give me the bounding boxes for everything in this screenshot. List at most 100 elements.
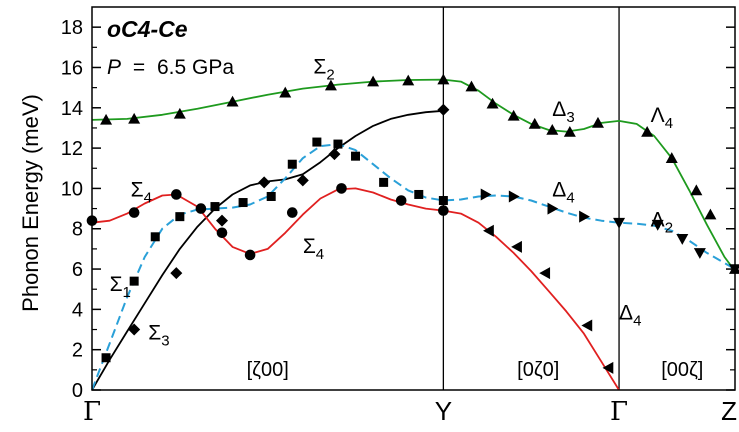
- y-tick-label: 16: [61, 57, 83, 79]
- branch-subscript: 2: [326, 67, 334, 84]
- data-point: [511, 240, 522, 253]
- data-point: [651, 219, 664, 231]
- data-point: [266, 191, 276, 201]
- data-point: [693, 248, 706, 259]
- branch-subscript: 4: [633, 312, 641, 329]
- data-point: [210, 202, 220, 212]
- data-point: [175, 212, 185, 222]
- data-point: [690, 184, 703, 196]
- data-point: [591, 116, 604, 128]
- data-point: [480, 188, 492, 201]
- data-point: [546, 123, 559, 135]
- symmetry-lines: [442, 7, 620, 390]
- dispersion-curves: [91, 78, 736, 391]
- branch-symbol: Λ: [651, 104, 665, 127]
- data-point: [238, 198, 248, 208]
- branch-symbol: Δ: [552, 178, 566, 201]
- data-point: [367, 75, 380, 87]
- data-point: [563, 125, 576, 137]
- data-point: [508, 190, 520, 203]
- pressure-equals: =: [133, 56, 145, 79]
- data-point: [244, 249, 256, 261]
- x-tick-label: Γ: [610, 397, 628, 427]
- segment-label: [ζ00]: [247, 359, 289, 381]
- data-point: [333, 139, 343, 149]
- segment-label: [0ζ0]: [517, 359, 559, 381]
- data-point: [579, 210, 590, 223]
- branch-subscript: 4: [566, 189, 574, 206]
- data-point: [173, 107, 186, 119]
- x-tick-label: Y: [435, 396, 452, 426]
- chart-title: oC4-Ce: [107, 16, 188, 42]
- data-point: [279, 86, 292, 98]
- dispersion-curve: [91, 109, 444, 391]
- data-point: [465, 80, 478, 92]
- branch-label: Σ4: [303, 235, 324, 263]
- y-tick-label: 0: [72, 380, 83, 402]
- data-point: [704, 208, 717, 220]
- data-point: [395, 195, 407, 206]
- data-point: [101, 353, 111, 363]
- data-point: [379, 177, 389, 187]
- branch-subscript: 3: [566, 109, 574, 126]
- data-point: [528, 117, 541, 129]
- dispersion-curve: [91, 143, 736, 391]
- pressure-value: 6.5 GPa: [157, 56, 234, 79]
- data-point: [286, 207, 298, 218]
- data-point: [402, 74, 415, 86]
- data-point: [665, 152, 678, 163]
- data-point: [128, 112, 141, 124]
- branch-subscript: 1: [123, 284, 131, 301]
- data-point: [195, 203, 207, 214]
- data-point: [226, 95, 239, 107]
- data-point: [581, 319, 593, 332]
- branch-label: Λ2: [651, 209, 673, 237]
- branch-symbol: Σ: [110, 273, 123, 296]
- branch-symbol: Δ: [552, 98, 566, 121]
- branch-label: Δ4: [619, 301, 641, 329]
- data-point: [216, 227, 228, 239]
- data-point: [128, 323, 141, 336]
- data-point: [328, 148, 341, 161]
- data-point: [312, 137, 322, 147]
- data-point: [602, 361, 614, 374]
- data-point: [129, 276, 139, 286]
- branch-symbol: Σ: [131, 178, 144, 201]
- branch-label: Σ1: [110, 273, 131, 301]
- data-point: [171, 189, 182, 200]
- y-axis-label: Phonon Energy (meV): [18, 94, 43, 312]
- branch-symbol: Λ: [651, 209, 665, 232]
- data-point: [438, 196, 448, 206]
- data-point: [324, 79, 337, 91]
- branch-label: Λ4: [651, 104, 673, 132]
- branch-label: Σ3: [148, 322, 169, 350]
- branch-label: Σ2: [313, 56, 334, 84]
- dispersion-curve: [91, 78, 736, 272]
- branch-label: Δ4: [552, 178, 574, 206]
- y-tick-label: 8: [72, 219, 83, 241]
- branch-subscript: 4: [316, 246, 324, 263]
- data-point: [296, 174, 309, 187]
- y-tick-label: 18: [61, 17, 83, 39]
- data-point: [336, 183, 347, 194]
- branch-subscript: 4: [144, 189, 152, 206]
- x-tick-label: Γ: [83, 397, 101, 427]
- data-point: [287, 159, 297, 169]
- y-tick-label: 12: [61, 138, 83, 160]
- branch-symbol: Σ: [303, 235, 316, 258]
- branch-subscript: 2: [665, 220, 673, 237]
- pressure-variable: P: [107, 56, 121, 79]
- data-point: [437, 103, 450, 116]
- data-point: [641, 125, 654, 137]
- pressure-label: P = 6.5 GPa: [107, 56, 234, 79]
- x-tick-label: Z: [721, 396, 737, 426]
- y-tick-label: 2: [72, 340, 83, 362]
- data-point: [486, 97, 499, 109]
- y-tick-label: 6: [72, 259, 83, 281]
- data-point: [258, 176, 271, 189]
- data-point: [216, 214, 229, 227]
- data-point: [539, 267, 551, 280]
